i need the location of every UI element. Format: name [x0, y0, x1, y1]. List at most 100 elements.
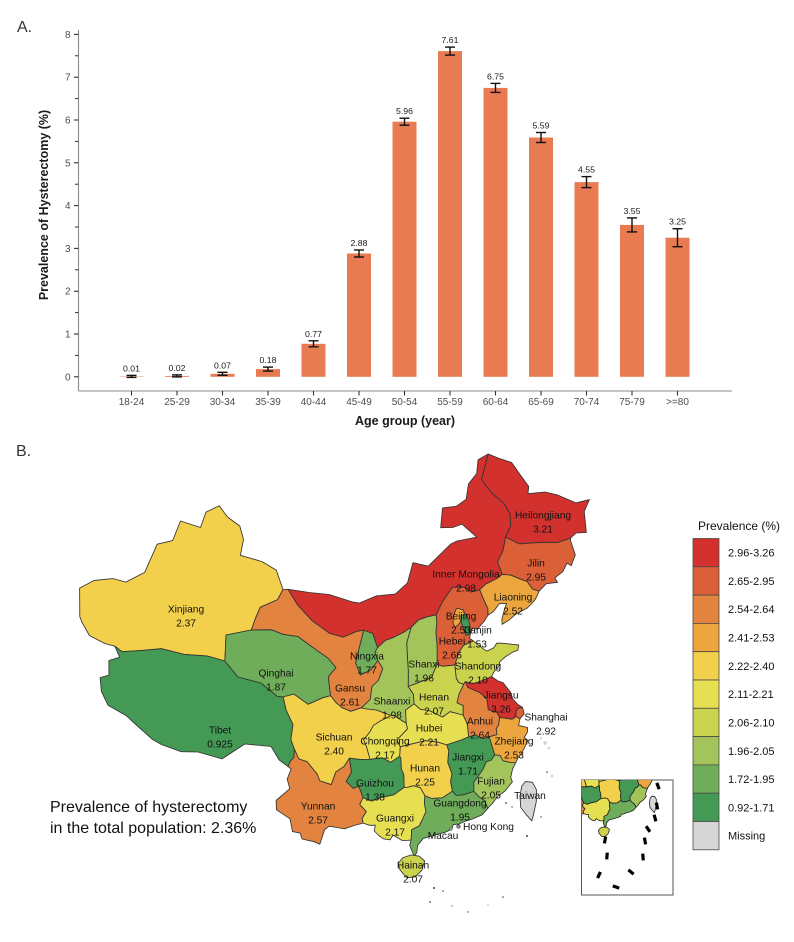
svg-text:5.96: 5.96	[396, 106, 413, 116]
svg-text:Jiangsu: Jiangsu	[483, 691, 518, 702]
svg-text:Shaanxi: Shaanxi	[374, 697, 411, 708]
svg-text:0.01: 0.01	[123, 363, 140, 373]
svg-text:Guangdong: Guangdong	[433, 799, 487, 810]
svg-text:1.53: 1.53	[467, 640, 487, 651]
svg-text:7: 7	[65, 73, 71, 84]
svg-text:Zhejiang: Zhejiang	[494, 737, 533, 748]
svg-text:Chongqing: Chongqing	[360, 737, 410, 748]
svg-text:2.40: 2.40	[324, 747, 344, 758]
svg-text:2.54-2.64: 2.54-2.64	[728, 604, 774, 616]
svg-text:Hebei: Hebei	[439, 637, 466, 648]
svg-text:3.25: 3.25	[669, 217, 686, 227]
svg-text:Heilongjiang: Heilongjiang	[515, 511, 571, 522]
svg-text:2.88: 2.88	[351, 238, 368, 248]
svg-text:1: 1	[65, 330, 71, 341]
svg-text:0.18: 0.18	[260, 355, 277, 365]
svg-text:Gansu: Gansu	[335, 684, 365, 695]
svg-text:2.52: 2.52	[503, 607, 523, 618]
svg-text:Macau: Macau	[428, 831, 459, 842]
svg-text:2.92: 2.92	[536, 727, 556, 738]
svg-text:2.64: 2.64	[470, 731, 490, 742]
svg-text:Hainan: Hainan	[397, 861, 429, 872]
svg-text:A.: A.	[17, 19, 32, 36]
svg-text:45-49: 45-49	[346, 397, 372, 408]
svg-text:35-39: 35-39	[255, 397, 281, 408]
svg-text:2.17: 2.17	[375, 751, 395, 762]
svg-text:0.92-1.71: 0.92-1.71	[728, 802, 774, 814]
svg-text:Prevalence of hysterectomy: Prevalence of hysterectomy	[50, 799, 247, 816]
svg-text:>=80: >=80	[666, 397, 689, 408]
svg-text:7.61: 7.61	[442, 35, 459, 45]
svg-text:Shandong: Shandong	[455, 662, 502, 673]
svg-text:70-74: 70-74	[574, 397, 600, 408]
svg-text:25-29: 25-29	[164, 397, 190, 408]
svg-text:3.55: 3.55	[624, 206, 641, 216]
svg-text:1.96-2.05: 1.96-2.05	[728, 746, 774, 758]
svg-text:60-64: 60-64	[483, 397, 509, 408]
svg-text:2.96-3.26: 2.96-3.26	[728, 548, 774, 560]
svg-text:Yunnan: Yunnan	[301, 802, 336, 813]
svg-text:Hong Kong: Hong Kong	[463, 822, 514, 833]
svg-text:B.: B.	[16, 443, 31, 460]
svg-text:2.66: 2.66	[442, 651, 462, 662]
svg-text:Fujian: Fujian	[477, 777, 505, 788]
svg-text:1.98: 1.98	[382, 711, 402, 722]
svg-text:2.61: 2.61	[340, 698, 360, 709]
svg-text:2.41-2.53: 2.41-2.53	[728, 633, 774, 645]
svg-text:40-44: 40-44	[301, 397, 327, 408]
svg-text:0.77: 0.77	[305, 329, 322, 339]
svg-text:Missing: Missing	[728, 831, 765, 843]
svg-text:2.07: 2.07	[424, 707, 444, 718]
svg-text:50-54: 50-54	[392, 397, 418, 408]
svg-text:2.10: 2.10	[468, 676, 488, 687]
svg-text:2.95: 2.95	[526, 573, 546, 584]
svg-text:1.77: 1.77	[357, 666, 377, 677]
svg-text:8: 8	[65, 30, 71, 41]
svg-text:2: 2	[65, 287, 71, 298]
svg-text:4.55: 4.55	[578, 165, 595, 175]
svg-text:Liaoning: Liaoning	[494, 593, 533, 604]
svg-text:Sichuan: Sichuan	[316, 733, 353, 744]
svg-text:1.38: 1.38	[365, 793, 385, 804]
svg-text:Inner Mongolia: Inner Mongolia	[432, 570, 500, 581]
svg-text:0.07: 0.07	[214, 360, 231, 370]
svg-text:Shanxi: Shanxi	[408, 660, 439, 671]
svg-text:2.53: 2.53	[504, 751, 524, 762]
svg-text:in the total population: 2.36%: in the total population: 2.36%	[50, 820, 256, 837]
svg-text:2.06-2.10: 2.06-2.10	[728, 717, 774, 729]
svg-text:Guangxi: Guangxi	[376, 814, 414, 825]
svg-text:Prevalence of Hysterectomy (%): Prevalence of Hysterectomy (%)	[37, 110, 51, 300]
svg-text:Guizhou: Guizhou	[356, 779, 394, 790]
svg-text:3: 3	[65, 244, 71, 255]
svg-text:2.65-2.95: 2.65-2.95	[728, 576, 774, 588]
svg-text:1.71: 1.71	[458, 767, 478, 778]
svg-text:2.11-2.21: 2.11-2.21	[728, 689, 774, 701]
svg-text:Tibet: Tibet	[209, 726, 231, 737]
svg-text:4: 4	[65, 201, 71, 212]
svg-text:2.25: 2.25	[415, 778, 435, 789]
svg-text:30-34: 30-34	[210, 397, 236, 408]
svg-text:1.72-1.95: 1.72-1.95	[728, 774, 774, 786]
svg-text:75-79: 75-79	[619, 397, 645, 408]
svg-text:1.96: 1.96	[414, 674, 434, 685]
svg-text:3.26: 3.26	[491, 705, 511, 716]
svg-text:2.21: 2.21	[419, 738, 439, 749]
svg-text:Jiangxi: Jiangxi	[452, 753, 484, 764]
svg-text:Jilin: Jilin	[527, 559, 545, 570]
svg-text:5.59: 5.59	[533, 121, 550, 131]
svg-text:2.22-2.40: 2.22-2.40	[728, 661, 774, 673]
svg-text:2.17: 2.17	[385, 828, 405, 839]
svg-text:1.87: 1.87	[266, 683, 286, 694]
svg-text:Henan: Henan	[419, 693, 449, 704]
svg-text:Xinjiang: Xinjiang	[168, 605, 205, 616]
svg-text:2.07: 2.07	[403, 875, 423, 886]
svg-text:Hubei: Hubei	[416, 724, 443, 735]
svg-text:6: 6	[65, 116, 71, 127]
svg-text:Qinghai: Qinghai	[258, 669, 293, 680]
svg-text:Hunan: Hunan	[410, 764, 440, 775]
svg-text:Beijing: Beijing	[446, 612, 477, 623]
svg-text:0.02: 0.02	[169, 363, 186, 373]
svg-text:Anhui: Anhui	[467, 717, 493, 728]
svg-text:2.57: 2.57	[308, 816, 328, 827]
svg-text:18-24: 18-24	[119, 397, 145, 408]
